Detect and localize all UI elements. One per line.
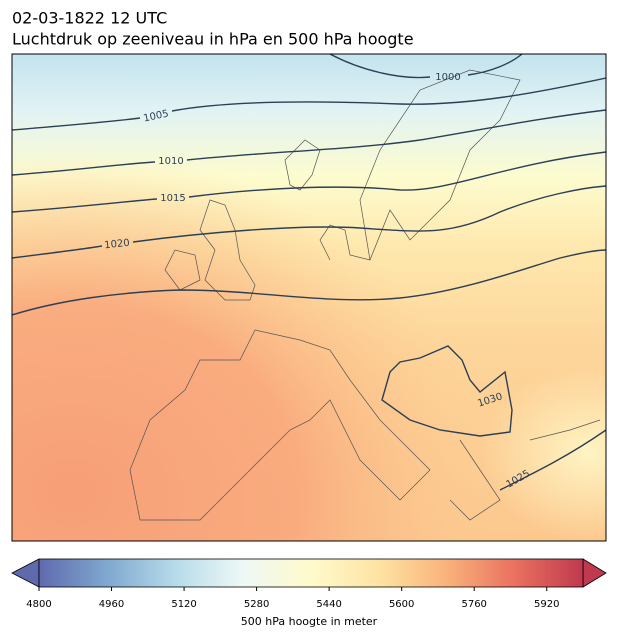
colorbar-tick-label: 4960 — [99, 599, 124, 610]
contour-label: 1010 — [158, 156, 183, 167]
colorbar-tick-label: 5920 — [534, 599, 559, 610]
colorbar — [11, 558, 607, 588]
map: 1000 1005 1010 1015 1020 1030 1025 — [12, 54, 606, 541]
subtitle: Luchtdruk op zeeniveau in hPa en 500 hPa… — [12, 30, 414, 49]
contour-label: 1000 — [435, 72, 460, 83]
colorbar-tick-label: 4800 — [26, 599, 51, 610]
colorbar-tick-label: 5760 — [461, 599, 486, 610]
contour-label: 1005 — [143, 108, 170, 124]
contour-label: 1020 — [104, 238, 130, 252]
colorbar-tick-label: 5120 — [171, 599, 196, 610]
colorbar-tick-label: 5440 — [316, 599, 341, 610]
contour-label: 1015 — [160, 193, 185, 204]
coastlines — [129, 69, 601, 521]
colorbar-label: 500 hPa hoogte in meter — [241, 615, 378, 628]
colorbar-tick-label: 5280 — [244, 599, 269, 610]
isobars — [12, 54, 606, 491]
map-frame — [11, 53, 607, 542]
colorbar-tick-label: 5600 — [389, 599, 414, 610]
title: 02-03-1822 12 UTC — [12, 9, 167, 28]
